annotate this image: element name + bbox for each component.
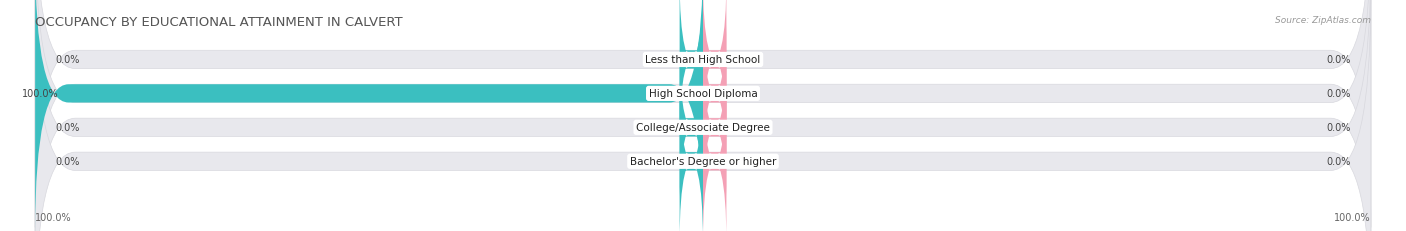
Text: Less than High School: Less than High School <box>645 55 761 65</box>
Text: Bachelor's Degree or higher: Bachelor's Degree or higher <box>630 157 776 167</box>
Text: Source: ZipAtlas.com: Source: ZipAtlas.com <box>1275 16 1371 25</box>
FancyBboxPatch shape <box>35 0 1371 231</box>
FancyBboxPatch shape <box>35 0 1371 231</box>
Text: 100.0%: 100.0% <box>21 89 59 99</box>
Text: 0.0%: 0.0% <box>1326 123 1351 133</box>
Text: 0.0%: 0.0% <box>55 55 80 65</box>
Text: 100.0%: 100.0% <box>35 212 72 222</box>
Text: 0.0%: 0.0% <box>1326 157 1351 167</box>
FancyBboxPatch shape <box>703 0 727 139</box>
FancyBboxPatch shape <box>679 82 703 231</box>
Text: High School Diploma: High School Diploma <box>648 89 758 99</box>
FancyBboxPatch shape <box>679 0 703 139</box>
Text: OCCUPANCY BY EDUCATIONAL ATTAINMENT IN CALVERT: OCCUPANCY BY EDUCATIONAL ATTAINMENT IN C… <box>35 16 402 29</box>
FancyBboxPatch shape <box>35 0 1371 231</box>
FancyBboxPatch shape <box>35 0 703 231</box>
FancyBboxPatch shape <box>703 49 727 207</box>
FancyBboxPatch shape <box>703 15 727 173</box>
Text: 0.0%: 0.0% <box>55 157 80 167</box>
Legend: Owner-occupied, Renter-occupied: Owner-occupied, Renter-occupied <box>596 229 810 231</box>
FancyBboxPatch shape <box>703 82 727 231</box>
Text: 0.0%: 0.0% <box>1326 55 1351 65</box>
Text: College/Associate Degree: College/Associate Degree <box>636 123 770 133</box>
Text: 100.0%: 100.0% <box>1334 212 1371 222</box>
Text: 0.0%: 0.0% <box>55 123 80 133</box>
FancyBboxPatch shape <box>679 49 703 207</box>
Text: 0.0%: 0.0% <box>1326 89 1351 99</box>
FancyBboxPatch shape <box>35 0 1371 228</box>
